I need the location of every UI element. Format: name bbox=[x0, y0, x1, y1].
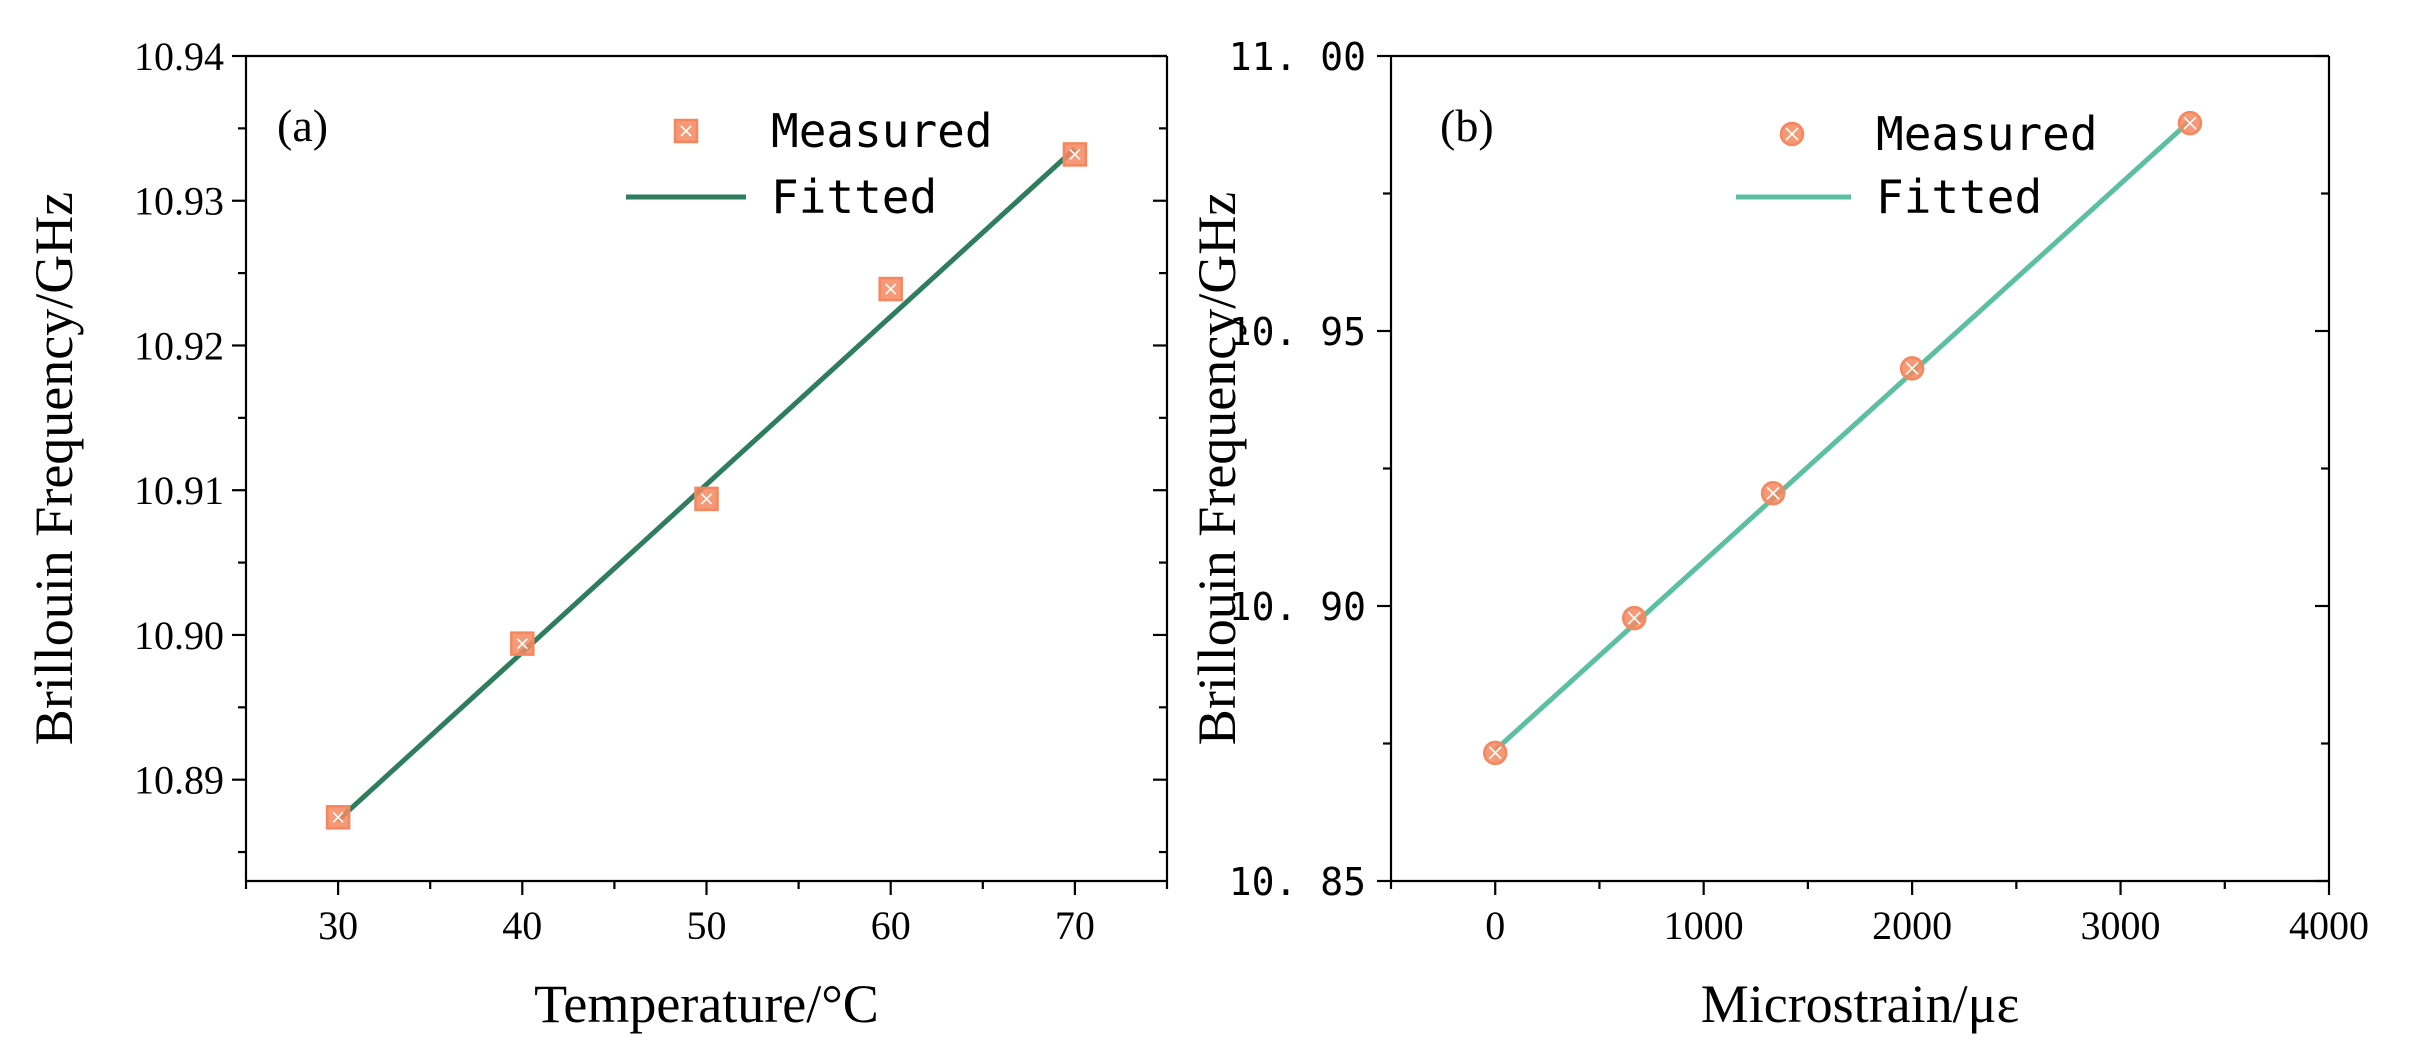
panel-a: 30 40 50 60 70 10.89 10.90 10.91 10.92 10.93 10.94… bbox=[24, 34, 1169, 1034]
panel-b-x-tick-label: 4000 bbox=[2289, 903, 2369, 948]
panel-b-legend-label: Measured bbox=[1876, 107, 2098, 161]
panel-b-measured-point bbox=[1760, 481, 1786, 506]
panel-a-measured-point bbox=[878, 276, 903, 302]
panel-b-label: (b) bbox=[1440, 100, 1494, 151]
panel-a-x-tick-label: 40 bbox=[502, 903, 542, 948]
panel-b-x-tick-label: 3000 bbox=[2081, 903, 2161, 948]
marker-cross bbox=[885, 283, 897, 295]
marker-cross bbox=[1627, 611, 1641, 625]
panel-a-legend-marker bbox=[673, 118, 699, 144]
panel-a-legend: Measured Fitted bbox=[626, 104, 993, 224]
panel-b-y-tick-label: 10. 85 bbox=[1229, 860, 1366, 904]
panel-b-x-tick-label: 2000 bbox=[1872, 903, 1952, 948]
panel-b-x-tick-label: 1000 bbox=[1664, 903, 1744, 948]
panel-b-measured-point bbox=[1899, 356, 1925, 381]
marker-cross bbox=[332, 811, 344, 823]
panel-b-y-axis-title: Brillouin Frequency/GHz bbox=[1187, 192, 1247, 745]
marker-cross bbox=[516, 638, 528, 650]
panel-b-legend-label: Fitted bbox=[1876, 170, 2042, 224]
panel-a-y-tick-label: 10.90 bbox=[134, 613, 224, 658]
marker-cross bbox=[680, 125, 692, 137]
panel-b-fitted-line bbox=[1493, 119, 2192, 752]
marker-cross bbox=[1766, 486, 1780, 500]
panel-a-label: (a) bbox=[277, 100, 328, 151]
panel-a-x-tick-label: 50 bbox=[687, 903, 727, 948]
panel-b: 0 1000 2000 3000 4000 10. 85 10. 90 10. 95 11. 0… bbox=[1187, 35, 2369, 1034]
panel-b-x-tick-label: 0 bbox=[1485, 903, 1505, 948]
panel-a-measured-point bbox=[325, 805, 351, 830]
panel-b-y-tick-label: 11. 00 bbox=[1229, 35, 1366, 79]
panel-a-y-tick-label: 10.94 bbox=[134, 34, 224, 79]
panel-a-y-tick-label: 10.91 bbox=[134, 468, 224, 513]
panel-b-legend-marker bbox=[1779, 121, 1805, 147]
panel-a-measured-point bbox=[510, 631, 535, 656]
panel-b-measured-point bbox=[1482, 740, 1508, 766]
panel-a-x-tick-label: 60 bbox=[871, 903, 911, 948]
marker-cross bbox=[700, 493, 713, 505]
marker-cross bbox=[1488, 746, 1502, 760]
panel-a-measured-point bbox=[694, 486, 719, 512]
panel-a-measured-point bbox=[1062, 142, 1088, 167]
panel-a-legend-label: Measured bbox=[771, 104, 993, 158]
panel-a-x-axis-title: Temperature/°C bbox=[534, 974, 879, 1034]
panel-a-y-tick-label: 10.93 bbox=[134, 179, 224, 224]
marker-cross bbox=[2183, 116, 2197, 130]
marker-cross bbox=[1905, 361, 1919, 375]
panel-b-legend: Measured Fitted bbox=[1736, 107, 2098, 224]
panel-b-measured-point bbox=[1622, 605, 1647, 631]
marker-cross bbox=[1785, 127, 1799, 141]
panel-a-y-tick-label: 10.89 bbox=[134, 758, 224, 803]
panel-a-legend-label: Fitted bbox=[771, 170, 937, 224]
panel-a-y-axis-title: Brillouin Frequency/GHz bbox=[24, 192, 84, 745]
panel-a-fitted-line bbox=[336, 146, 1077, 823]
marker-cross bbox=[1069, 148, 1081, 160]
panel-b-x-axis-title: Microstrain/με bbox=[1701, 974, 2020, 1034]
panel-a-x-tick-label: 70 bbox=[1055, 903, 1095, 948]
panel-a-y-tick-label: 10.92 bbox=[134, 323, 224, 368]
panel-b-measured-point bbox=[2177, 110, 2203, 136]
panel-b-y-tick-label: 10. 95 bbox=[1229, 310, 1366, 354]
panel-b-y-tick-label: 10. 90 bbox=[1229, 585, 1366, 629]
panel-a-x-tick-label: 30 bbox=[318, 903, 358, 948]
